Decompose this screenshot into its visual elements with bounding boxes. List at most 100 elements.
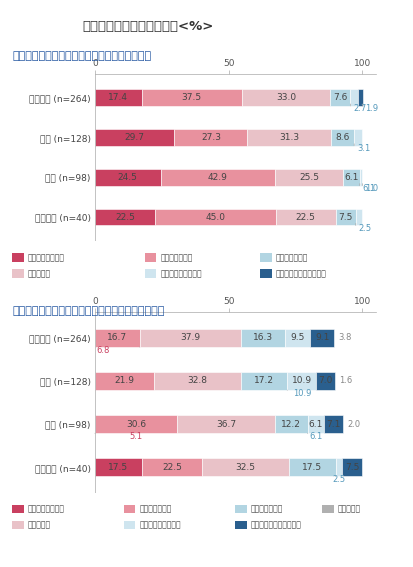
Text: 7.1: 7.1	[326, 420, 341, 429]
Text: 12.2: 12.2	[281, 420, 301, 429]
Text: 33.0: 33.0	[276, 93, 296, 102]
Text: 2.5: 2.5	[358, 224, 372, 232]
Bar	[324, 415, 343, 433]
Text: 17.4: 17.4	[108, 93, 128, 102]
Text: とてもあてはまる: とてもあてはまる	[28, 505, 65, 513]
Bar	[336, 209, 356, 226]
Text: 17.2: 17.2	[254, 376, 274, 386]
Text: 10.9: 10.9	[292, 376, 312, 386]
Text: 22.5: 22.5	[162, 463, 182, 472]
Bar	[331, 129, 354, 146]
Bar	[350, 89, 358, 106]
Text: 7.6: 7.6	[333, 93, 347, 102]
Text: 2.7: 2.7	[353, 104, 366, 113]
Bar	[154, 372, 241, 390]
Text: ややあてはまらない: ややあてはまらない	[140, 521, 181, 529]
Bar	[247, 129, 331, 146]
Text: 7.5: 7.5	[345, 463, 360, 472]
Bar	[316, 372, 335, 390]
Text: まったくあてはまらない: まったくあてはまらない	[276, 269, 327, 278]
Text: 1.0: 1.0	[365, 184, 378, 193]
Text: 今、職場で自分らしく振舞えていると思いますか。: 今、職場で自分らしく振舞えていると思いますか。	[12, 306, 165, 316]
Bar	[95, 129, 174, 146]
Bar	[142, 89, 242, 106]
Text: 3.8: 3.8	[338, 333, 352, 342]
Text: 27.3: 27.3	[201, 133, 221, 142]
Bar	[344, 169, 360, 185]
Bar	[95, 372, 154, 390]
Bar	[285, 329, 310, 347]
Text: ややあてはまる: ややあてはまる	[140, 505, 172, 513]
Bar	[360, 169, 363, 185]
Bar	[95, 415, 177, 433]
Text: わからない: わからない	[338, 505, 361, 513]
Bar	[155, 209, 275, 226]
Bar	[95, 89, 142, 106]
Bar	[95, 209, 155, 226]
Bar	[336, 458, 342, 476]
Text: 22.5: 22.5	[296, 213, 316, 222]
Bar	[358, 89, 363, 106]
Bar	[308, 415, 324, 433]
Text: 22.5: 22.5	[115, 213, 135, 222]
Text: 1.6: 1.6	[339, 376, 352, 386]
Text: 24.5: 24.5	[118, 173, 138, 182]
Bar	[95, 458, 142, 476]
Bar	[161, 169, 275, 185]
Text: 3.1: 3.1	[357, 144, 370, 153]
Text: 42.9: 42.9	[208, 173, 228, 182]
Bar	[95, 329, 140, 347]
Bar	[275, 415, 308, 433]
Bar	[356, 209, 363, 226]
Bar	[289, 458, 336, 476]
Text: 職場で、自分らしく振舞いたいと思いますか。: 職場で、自分らしく振舞いたいと思いますか。	[12, 51, 152, 61]
Text: 5.1: 5.1	[129, 432, 142, 441]
Bar	[177, 415, 275, 433]
Text: 17.5: 17.5	[302, 463, 323, 472]
Text: 6.1: 6.1	[309, 420, 323, 429]
Bar	[241, 329, 285, 347]
Bar	[140, 329, 241, 347]
Bar	[330, 89, 350, 106]
Text: あてはまらない: あてはまらない	[251, 505, 283, 513]
Bar	[242, 89, 330, 106]
Text: 1.9: 1.9	[366, 104, 379, 113]
Text: 31.3: 31.3	[279, 133, 299, 142]
Bar	[287, 372, 316, 390]
Text: 36.7: 36.7	[216, 420, 236, 429]
Bar	[241, 372, 287, 390]
Text: 17.5: 17.5	[108, 463, 128, 472]
Text: 7.5: 7.5	[339, 213, 353, 222]
Text: 32.8: 32.8	[188, 376, 207, 386]
Text: 8.6: 8.6	[335, 133, 350, 142]
Text: 9.5: 9.5	[290, 333, 304, 342]
Bar	[310, 329, 335, 347]
Bar	[142, 458, 202, 476]
Text: あてはまる: あてはまる	[28, 521, 51, 529]
Text: まったくあてはまらない: まったくあてはまらない	[251, 521, 302, 529]
Text: 7.0: 7.0	[318, 376, 333, 386]
Text: 37.5: 37.5	[182, 93, 202, 102]
Text: 25.5: 25.5	[299, 173, 319, 182]
Text: 29.7: 29.7	[125, 133, 145, 142]
Bar	[174, 129, 247, 146]
Text: 9.1: 9.1	[315, 333, 330, 342]
Text: 2.5: 2.5	[332, 476, 346, 484]
Text: 16.7: 16.7	[107, 333, 127, 342]
Bar	[95, 169, 161, 185]
Bar	[275, 169, 344, 185]
Text: 32.5: 32.5	[235, 463, 255, 472]
Text: 45.0: 45.0	[205, 213, 225, 222]
Text: 37.9: 37.9	[180, 333, 200, 342]
Text: ややあてはまる: ややあてはまる	[160, 253, 192, 262]
Text: 6.1: 6.1	[363, 184, 376, 193]
Text: 21.9: 21.9	[114, 376, 134, 386]
Bar	[275, 209, 336, 226]
Text: 職場での自分らしさの実態<%>: 職場での自分らしさの実態<%>	[83, 20, 214, 33]
Text: 30.6: 30.6	[126, 420, 146, 429]
Bar	[202, 458, 289, 476]
Text: とてもあてはまる: とてもあてはまる	[28, 253, 65, 262]
Text: 図表３: 図表３	[30, 14, 52, 27]
Text: ややあてはまらない: ややあてはまらない	[160, 269, 202, 278]
Text: 6.8: 6.8	[96, 346, 110, 355]
